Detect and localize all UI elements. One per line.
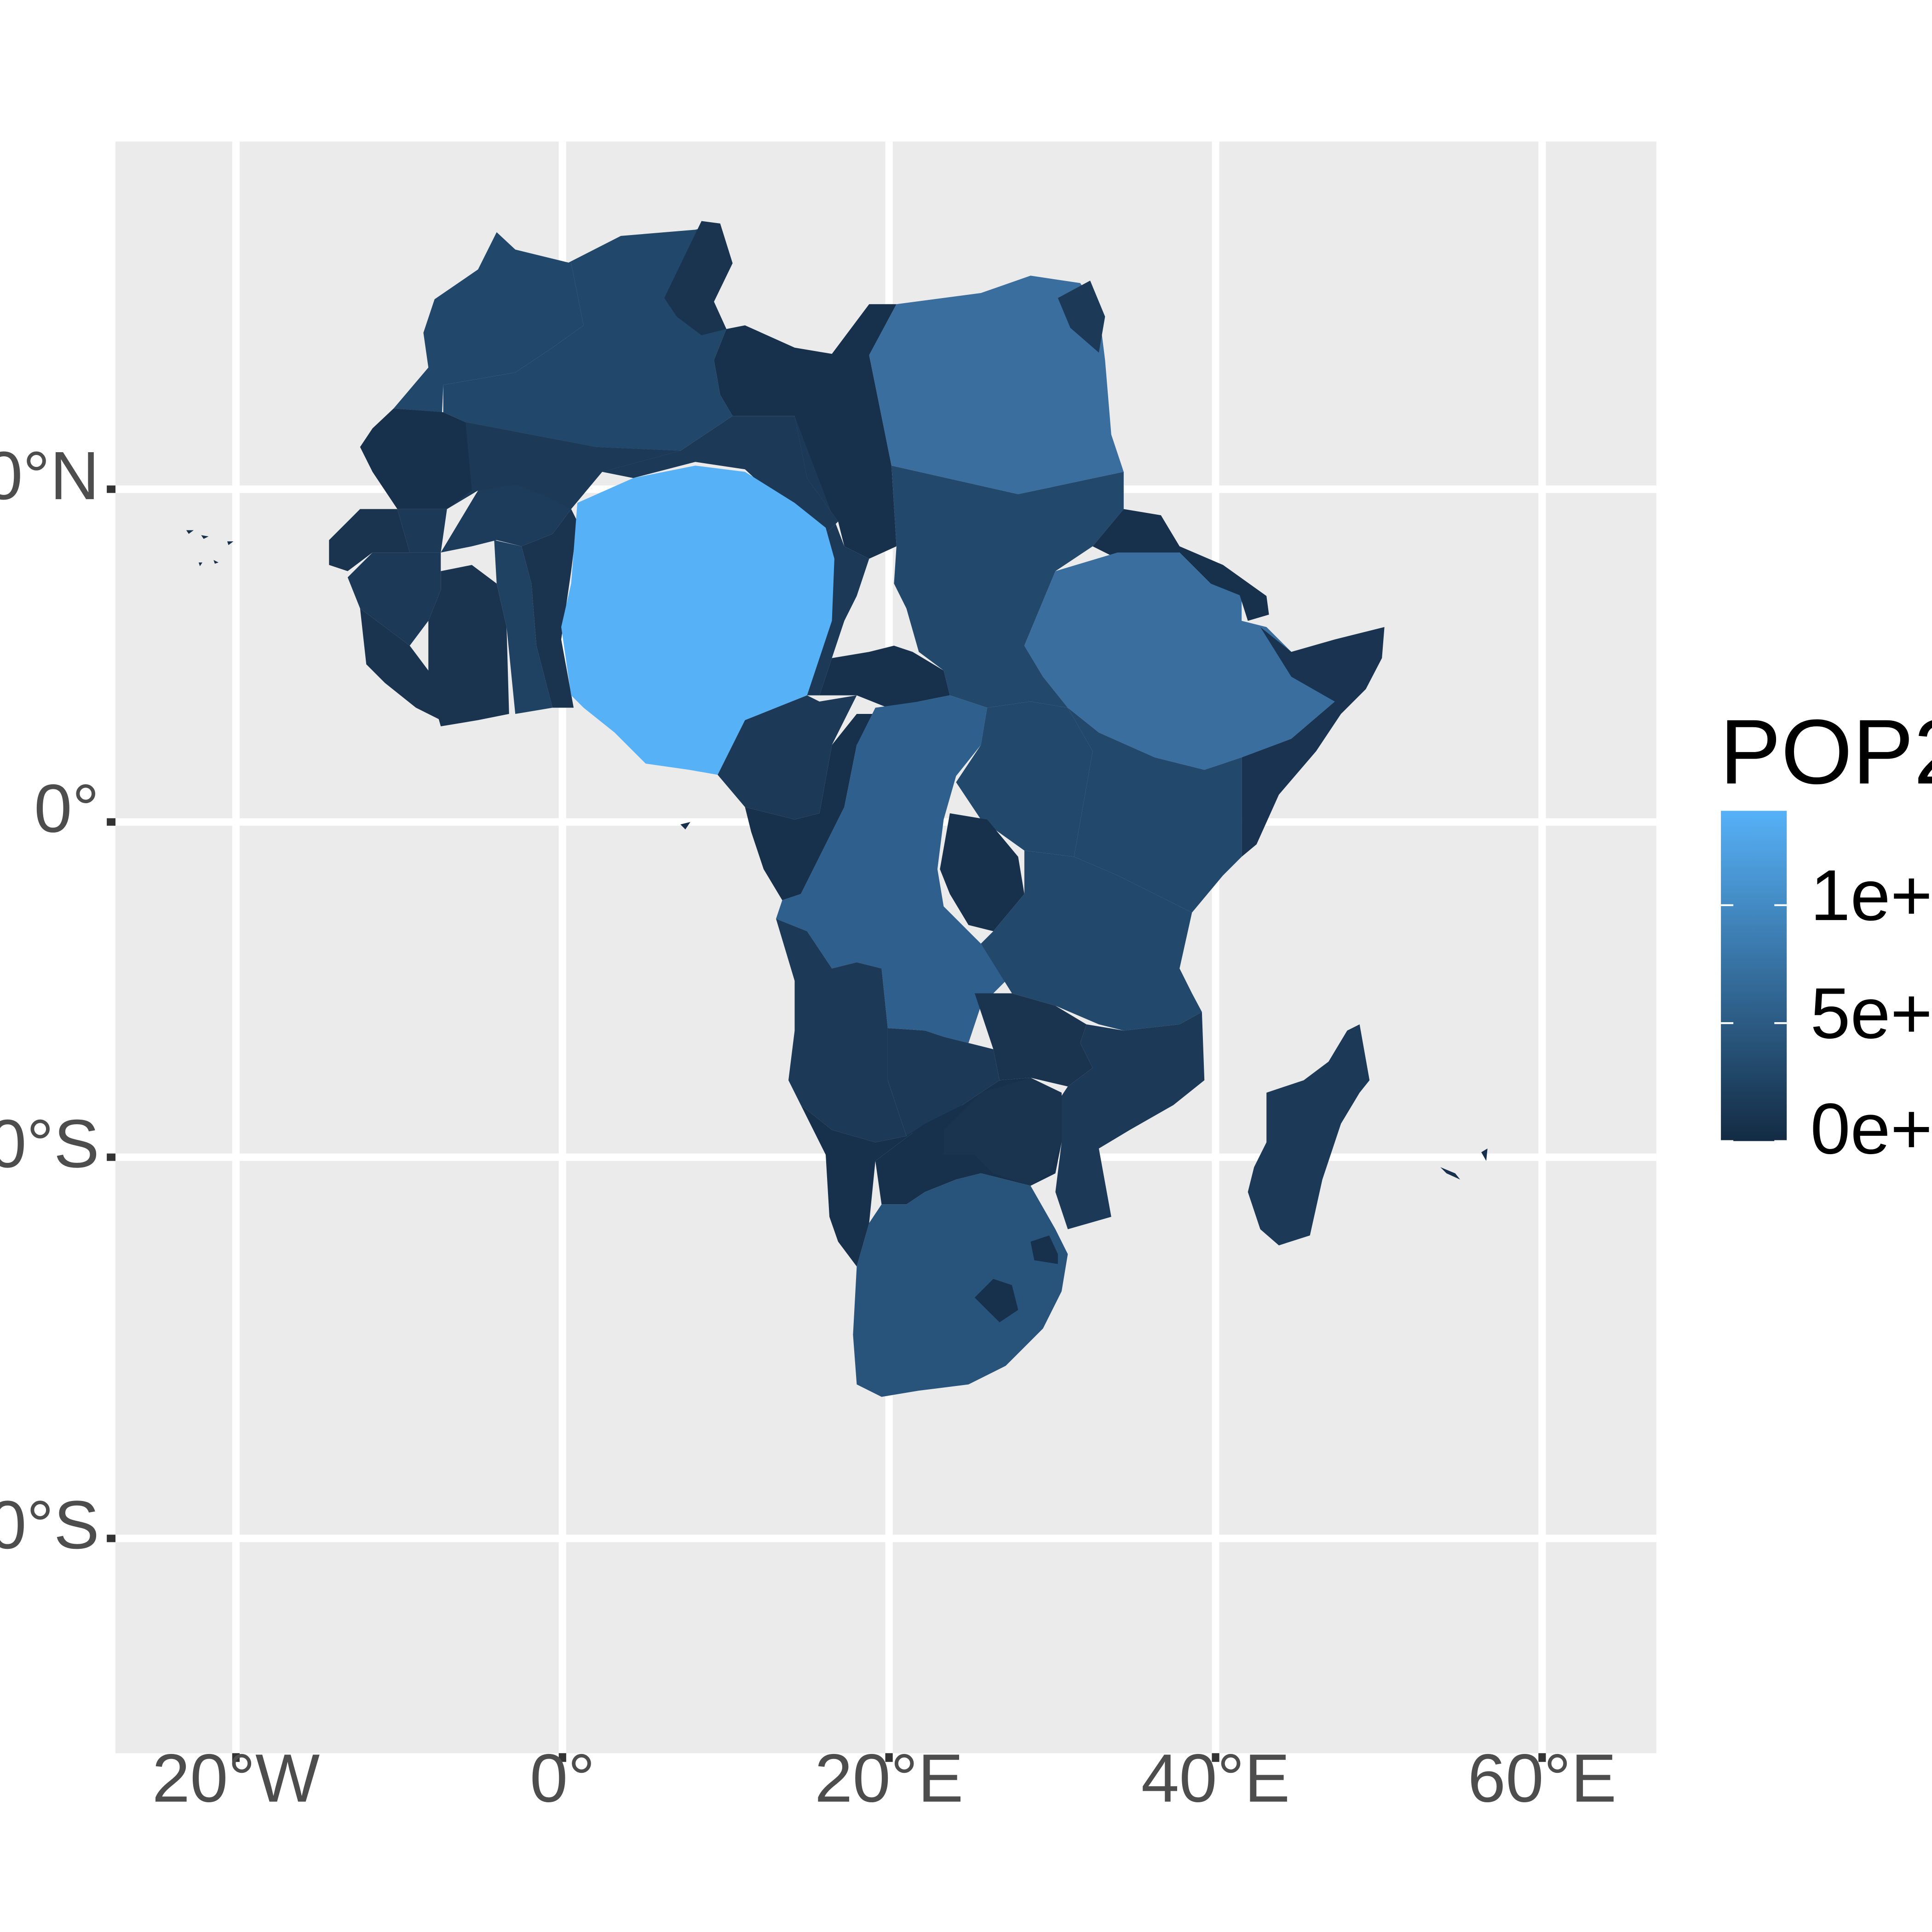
region-gabon-congo: [745, 714, 875, 900]
region-tunisia: [664, 221, 733, 335]
legend-title: POP2005: [1719, 701, 1932, 803]
y-axis-labels: 20°N 0° 20°S 40°S: [0, 438, 99, 1563]
region-kenya: [1068, 707, 1242, 913]
legend-label: 0e+00: [1810, 1089, 1932, 1169]
region-mozambique: [1055, 1012, 1205, 1230]
legend-ticks: [1721, 904, 1787, 1142]
region-togo-benin: [521, 509, 578, 708]
region-niger: [602, 416, 838, 534]
region-nigeria: [561, 466, 834, 775]
region-guinea: [347, 552, 441, 646]
region-south-africa: [853, 1173, 1068, 1397]
region-senegal: [329, 509, 410, 571]
region-libya: [714, 304, 897, 559]
x-tick-label: 20°E: [815, 1741, 963, 1817]
legend-colorbar: [1721, 811, 1787, 1141]
region-zambia: [887, 1028, 1000, 1136]
region-dr-congo: [776, 695, 1006, 1043]
x-axis-labels: 20°W 0° 20°E 40°E 60°E: [152, 1741, 1617, 1817]
region-west-coast: [360, 608, 441, 720]
x-tick-label: 0°: [530, 1741, 595, 1817]
region-djibouti: [1239, 593, 1269, 621]
region-angola: [776, 919, 907, 1143]
region-egypt: [869, 276, 1124, 494]
x-tick-label: 40°E: [1141, 1741, 1290, 1817]
region-somalia: [1242, 627, 1385, 857]
axis-ticks: [107, 485, 1546, 1762]
region-car: [819, 645, 950, 708]
region-eritrea: [1092, 509, 1267, 609]
region-mauritius: [1440, 1167, 1460, 1180]
legend-label: 5e+07: [1810, 973, 1932, 1054]
region-burkina-faso: [441, 484, 571, 553]
region-uganda: [956, 702, 1093, 857]
region-malawi: [974, 993, 1093, 1087]
region-swaziland: [1030, 1235, 1058, 1264]
region-reunion: [1481, 1148, 1488, 1161]
region-ethiopia: [1024, 552, 1335, 770]
region-lesotho: [974, 1279, 1018, 1322]
x-tick-label: 20°W: [152, 1741, 320, 1817]
region-tanzania: [981, 850, 1202, 1031]
region-ghana: [494, 540, 553, 714]
region-algeria: [443, 223, 733, 451]
y-tick-label: 40°S: [0, 1487, 99, 1563]
color-legend: POP2005 0e+00 5e+07 1e+08: [1719, 701, 1932, 1169]
region-mali: [397, 422, 681, 553]
region-egypt-sinai: [1058, 281, 1105, 353]
x-tick-label: 60°E: [1468, 1741, 1616, 1817]
region-morocco: [393, 232, 584, 413]
y-tick-label: 0°: [34, 770, 99, 846]
region-rwanda-burundi: [940, 813, 1024, 932]
region-cameroon: [718, 695, 857, 820]
region-namibia: [801, 1105, 925, 1267]
y-tick-label: 20°S: [0, 1106, 99, 1182]
region-zimbabwe: [943, 1077, 1062, 1186]
africa-countries: [186, 221, 1488, 1397]
y-tick-label: 20°N: [0, 438, 99, 514]
region-madagascar: [1248, 1024, 1370, 1246]
region-sao-tome: [680, 822, 690, 830]
region-ivory-coast: [428, 565, 509, 727]
region-sudan: [891, 466, 1124, 708]
legend-label: 1e+08: [1810, 855, 1932, 936]
